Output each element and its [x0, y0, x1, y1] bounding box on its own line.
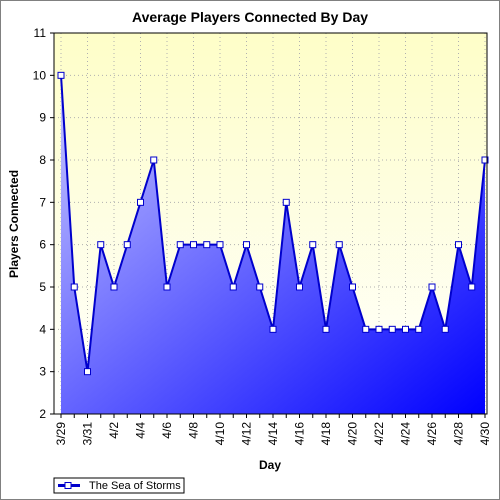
data-point: [428, 283, 436, 291]
data-point: [150, 156, 158, 164]
data-point: [468, 283, 476, 291]
legend-box: [53, 477, 185, 494]
x-tick-label: 4/14: [266, 422, 280, 446]
legend-series-label: The Sea of Storms: [89, 480, 181, 492]
data-point: [415, 325, 423, 333]
y-tick-label: 8: [39, 153, 46, 167]
chart-title: Average Players Connected By Day: [132, 9, 368, 25]
data-point: [335, 241, 343, 249]
x-tick-label: 4/6: [160, 422, 174, 439]
data-point: [84, 368, 91, 376]
data-point: [216, 241, 224, 249]
data-point: [269, 325, 277, 333]
data-point: [123, 241, 131, 249]
data-point: [481, 156, 489, 164]
x-tick-label: 4/30: [478, 422, 492, 446]
legend-marker-swatch: [64, 482, 72, 489]
data-point: [97, 241, 105, 249]
data-point: [70, 283, 78, 291]
data-point: [137, 198, 144, 206]
area-layer: [57, 71, 489, 414]
data-point: [362, 325, 370, 333]
data-point: [388, 325, 396, 333]
data-point: [309, 241, 317, 249]
data-point: [375, 325, 383, 333]
data-point: [243, 241, 250, 249]
x-axis-label: Day: [259, 458, 281, 472]
x-tick-label: 4/4: [134, 422, 148, 439]
data-point: [296, 283, 303, 291]
x-tick-label: 3/31: [81, 422, 95, 446]
data-point: [256, 283, 264, 291]
y-axis-ticks: 2 3 4 5 6 7 8 9 10 11: [33, 26, 54, 421]
data-point: [110, 283, 118, 291]
x-tick-label: 4/26: [425, 422, 439, 446]
y-tick-label: 3: [39, 365, 46, 379]
x-tick-label: 4/24: [399, 422, 413, 446]
y-tick-label: 4: [39, 322, 46, 336]
x-tick-label: 4/12: [240, 422, 254, 446]
y-axis-label: Players Connected: [7, 170, 21, 278]
y-tick-label: 5: [39, 280, 46, 294]
x-tick-label: 4/18: [319, 422, 333, 446]
x-tick-label: 4/22: [372, 422, 386, 446]
data-point: [349, 283, 356, 291]
series-area: [61, 75, 485, 414]
data-point: [455, 241, 462, 249]
y-tick-label: 10: [33, 68, 47, 82]
y-tick-label: 11: [34, 26, 47, 40]
x-tick-label: 4/10: [213, 422, 227, 446]
x-tick-label: 4/8: [187, 422, 201, 439]
data-point: [322, 325, 330, 333]
data-point: [190, 241, 197, 249]
y-tick-label: 9: [39, 111, 46, 125]
y-tick-label: 2: [39, 407, 46, 421]
x-tick-label: 4/28: [452, 422, 466, 446]
x-tick-label: 4/16: [293, 422, 307, 446]
x-tick-label: 4/2: [107, 422, 121, 439]
plot-border: [53, 32, 488, 415]
data-point: [57, 71, 65, 79]
data-point: [163, 283, 171, 291]
x-axis-ticks: 3/29 3/31 4/2 4/4 4/6 4/8 4/10 4/12 4/14 4/16 4/18…: [54, 414, 492, 445]
data-point: [282, 198, 290, 206]
x-tick-label: 3/29: [54, 422, 68, 446]
legend: The Sea of Storms: [53, 477, 185, 494]
data-point: [176, 241, 184, 249]
data-point: [203, 241, 211, 249]
data-point: [441, 325, 449, 333]
y-tick-label: 7: [39, 195, 46, 209]
y-tick-label: 6: [39, 238, 46, 252]
x-tick-label: 4/20: [346, 422, 360, 446]
data-point: [229, 283, 237, 291]
data-point: [402, 325, 409, 333]
